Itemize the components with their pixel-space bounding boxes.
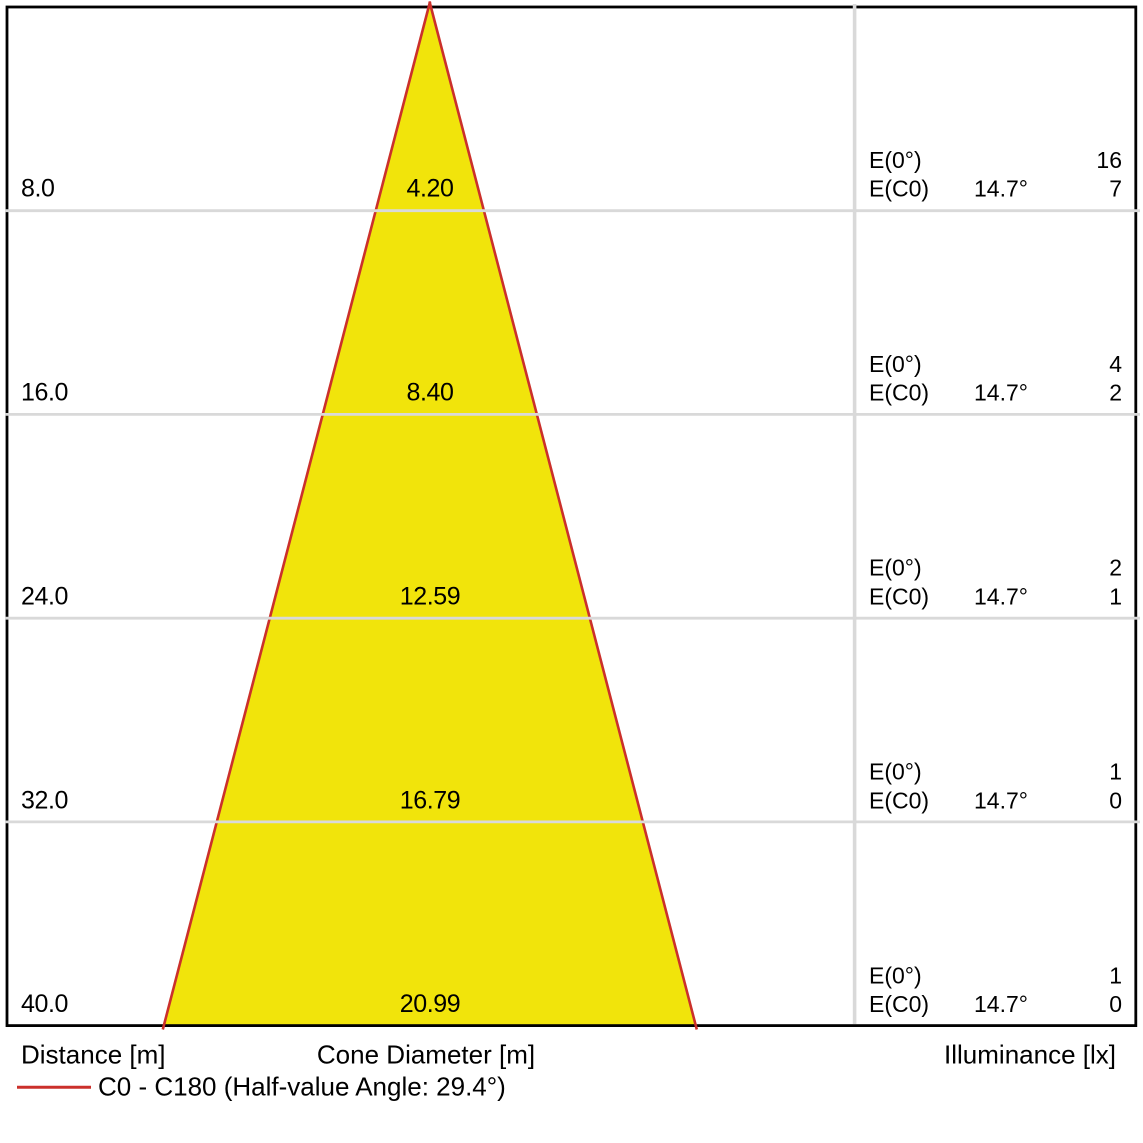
- svg-text:16: 16: [1096, 147, 1122, 173]
- svg-text:14.7°: 14.7°: [974, 380, 1028, 406]
- svg-text:E(0°): E(0°): [869, 963, 922, 989]
- svg-text:14.7°: 14.7°: [974, 787, 1028, 813]
- svg-text:40.0: 40.0: [21, 990, 68, 1018]
- svg-text:14.7°: 14.7°: [974, 583, 1028, 609]
- svg-text:E(C0): E(C0): [869, 787, 929, 813]
- svg-text:12.59: 12.59: [400, 582, 461, 610]
- svg-text:0: 0: [1109, 991, 1122, 1017]
- svg-text:7: 7: [1109, 176, 1122, 202]
- svg-text:Cone Diameter [m]: Cone Diameter [m]: [317, 1039, 535, 1069]
- svg-text:E(C0): E(C0): [869, 583, 929, 609]
- svg-text:E(0°): E(0°): [869, 351, 922, 377]
- svg-text:E(C0): E(C0): [869, 991, 929, 1017]
- svg-text:Distance [m]: Distance [m]: [21, 1039, 166, 1069]
- svg-text:0: 0: [1109, 787, 1122, 813]
- svg-text:20.99: 20.99: [400, 990, 461, 1018]
- svg-text:1: 1: [1109, 759, 1122, 785]
- svg-text:4.20: 4.20: [406, 175, 453, 203]
- svg-text:14.7°: 14.7°: [974, 991, 1028, 1017]
- svg-text:8.0: 8.0: [21, 175, 55, 203]
- svg-text:Illuminance [lx]: Illuminance [lx]: [944, 1039, 1116, 1069]
- svg-text:16.79: 16.79: [400, 786, 461, 814]
- svg-text:E(C0): E(C0): [869, 176, 929, 202]
- svg-text:14.7°: 14.7°: [974, 176, 1028, 202]
- svg-text:E(0°): E(0°): [869, 759, 922, 785]
- svg-text:1: 1: [1109, 583, 1122, 609]
- svg-text:4: 4: [1109, 351, 1122, 377]
- svg-text:E(0°): E(0°): [869, 147, 922, 173]
- svg-text:24.0: 24.0: [21, 582, 68, 610]
- svg-text:C0 - C180 (Half-value Angle: 2: C0 - C180 (Half-value Angle: 29.4°): [98, 1072, 506, 1102]
- svg-text:2: 2: [1109, 555, 1122, 581]
- svg-text:E(C0): E(C0): [869, 380, 929, 406]
- svg-text:32.0: 32.0: [21, 786, 68, 814]
- svg-text:E(0°): E(0°): [869, 555, 922, 581]
- svg-text:1: 1: [1109, 963, 1122, 989]
- svg-text:8.40: 8.40: [406, 379, 453, 407]
- svg-text:16.0: 16.0: [21, 379, 68, 407]
- svg-text:2: 2: [1109, 380, 1122, 406]
